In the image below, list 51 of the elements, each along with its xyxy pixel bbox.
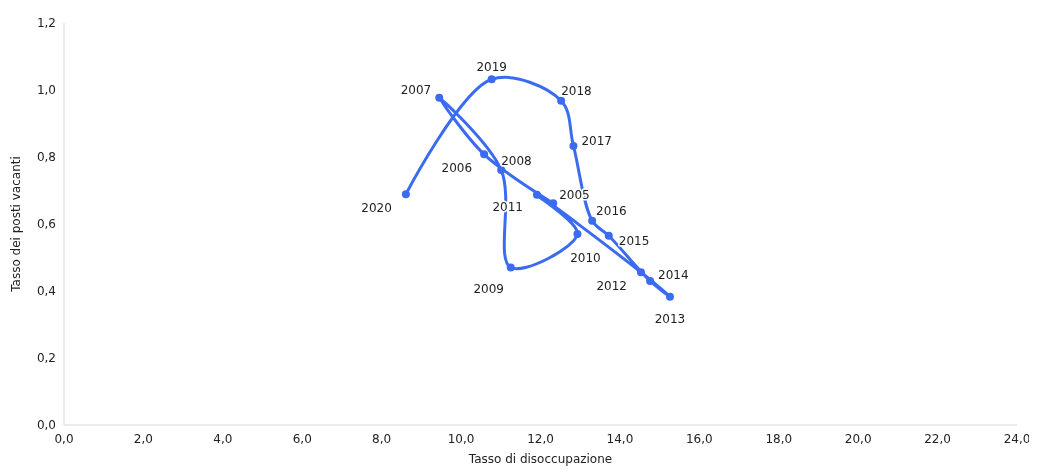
point	[588, 216, 597, 225]
annotation: 2010	[570, 251, 601, 266]
annotation: 2007	[400, 82, 432, 97]
x-tick-label: 14,0	[606, 432, 634, 446]
y-tick-label: 0,4	[36, 284, 56, 298]
annotation: 2015	[618, 233, 650, 248]
y-tick-label: 0,6	[36, 217, 56, 231]
x-tick-label: 18,0	[765, 432, 793, 446]
annotation: 2016	[596, 203, 627, 218]
annotation: 2018	[561, 83, 592, 98]
y-axis-title: Tasso dei posti vacanti	[9, 156, 23, 293]
point	[604, 231, 613, 240]
point	[646, 276, 655, 285]
annotation: 2020	[361, 201, 392, 216]
x-tick-label: 10,0	[447, 432, 475, 446]
y-tick-label: 1,0	[36, 83, 56, 97]
point	[487, 75, 496, 84]
point	[506, 263, 515, 272]
annotation: 2014	[658, 267, 689, 282]
annotation: 2009	[473, 281, 504, 296]
point	[497, 166, 506, 175]
annotation: 2019	[476, 60, 507, 75]
point	[480, 150, 489, 159]
point	[532, 190, 541, 199]
x-tick-label: 20,0	[844, 432, 872, 446]
annotation: 2013	[654, 311, 686, 326]
y-tick-label: 0,2	[36, 351, 56, 365]
x-tick-label: 6,0	[292, 432, 312, 446]
point	[573, 230, 582, 239]
point	[636, 268, 645, 277]
point	[665, 292, 674, 301]
point	[435, 93, 444, 102]
annotation: 2012	[596, 279, 627, 294]
y-tick-label: 0,0	[36, 418, 56, 432]
x-axis-title: Tasso di disoccupazione	[467, 452, 613, 466]
x-tick-label: 0,0	[54, 432, 74, 446]
y-tick-label: 0,8	[36, 150, 56, 164]
x-tick-label: 12,0	[527, 432, 554, 446]
point	[557, 96, 566, 105]
x-tick-label: 4,0	[213, 432, 233, 446]
x-tick-label: 16,0	[685, 432, 713, 446]
annotation: 2008	[501, 154, 532, 169]
x-tick-label: 22,0	[924, 432, 951, 446]
x-tick-label: 8,0	[372, 432, 392, 446]
point	[401, 190, 410, 199]
x-tick-label: 2,0	[133, 432, 153, 446]
annotation: 2017	[581, 133, 612, 148]
point	[569, 141, 578, 150]
x-tick-label: 24,0	[1003, 432, 1031, 446]
annotation: 2006	[441, 161, 473, 176]
y-tick-label: 1,2	[36, 16, 56, 30]
